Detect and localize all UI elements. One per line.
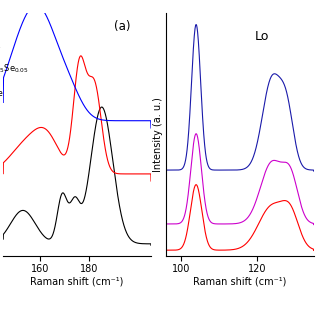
Text: Se$_{0.1}$: Se$_{0.1}$ bbox=[0, 38, 1, 51]
Text: (a): (a) bbox=[114, 20, 131, 33]
X-axis label: Raman shift (cm⁻¹): Raman shift (cm⁻¹) bbox=[30, 276, 124, 286]
X-axis label: Raman shift (cm⁻¹): Raman shift (cm⁻¹) bbox=[193, 276, 286, 286]
Text: Lo: Lo bbox=[254, 30, 269, 43]
Text: Te$_{0.05}$Se$_{0.05}$: Te$_{0.05}$Se$_{0.05}$ bbox=[0, 62, 28, 75]
Y-axis label: Intensity (a. u.): Intensity (a. u.) bbox=[153, 97, 163, 172]
Text: Te$_{0.1}$: Te$_{0.1}$ bbox=[0, 14, 1, 26]
Text: mode: mode bbox=[0, 89, 4, 98]
